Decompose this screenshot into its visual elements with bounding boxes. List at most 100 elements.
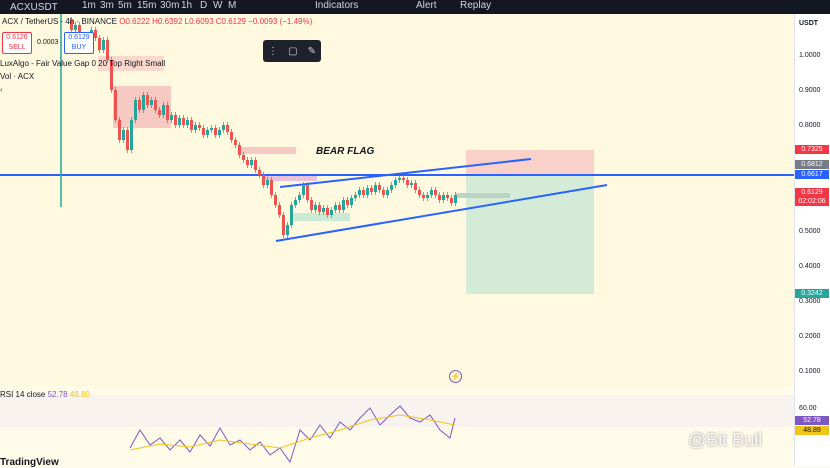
price-axis[interactable]: USDT 1.0000 0.9000 0.8000 0.5000 0.4000 … xyxy=(794,14,830,466)
candle-body xyxy=(74,25,77,30)
rsi-ma-value: 48.80 xyxy=(69,390,90,399)
sell-button[interactable]: 0.6126 SELL xyxy=(2,32,32,54)
spread-value: 0.0003 xyxy=(37,39,59,46)
volume-indicator-label[interactable]: Vol · ACX xyxy=(0,72,35,81)
collapse-legend-icon[interactable]: ‹ xyxy=(0,85,3,94)
top-toolbar: ACXUSDT xyxy=(0,0,830,14)
indicators-button[interactable]: Indicators xyxy=(315,0,359,11)
candle-body xyxy=(186,120,189,125)
candle-body xyxy=(330,210,333,215)
drag-handle-icon[interactable]: ⋮ xyxy=(268,45,279,57)
tick-0400: 0.4000 xyxy=(799,263,821,270)
candle-body xyxy=(294,200,297,205)
tick-1000: 1.0000 xyxy=(799,52,821,59)
candle-body xyxy=(162,105,165,115)
candle-body xyxy=(182,118,185,125)
candle-body xyxy=(378,185,381,190)
candle-body xyxy=(210,128,213,130)
tick-0500: 0.5000 xyxy=(799,228,821,235)
candle-body xyxy=(438,195,441,200)
candle-body xyxy=(270,180,273,195)
candle-body xyxy=(158,110,161,115)
fvg-zone-mid xyxy=(240,147,296,154)
candle-body xyxy=(198,125,201,128)
candle-body xyxy=(266,180,269,185)
candle-body xyxy=(418,190,421,195)
rsi-legend[interactable]: RSI 14 close 52.78 48.80 xyxy=(0,390,90,399)
flag-lower-trendline xyxy=(275,184,608,242)
timeframe-m[interactable]: M xyxy=(228,0,237,11)
rsi-value-label: 52.78 xyxy=(795,416,829,425)
candle-body xyxy=(70,20,73,30)
tick-0900: 0.9000 xyxy=(799,87,821,94)
candle-body xyxy=(370,188,373,192)
rsi-value: 52.78 xyxy=(47,390,68,399)
candle-body xyxy=(410,183,413,185)
rectangle-tool-icon[interactable]: ▢ xyxy=(288,45,298,57)
timeframe-d[interactable]: D xyxy=(200,0,208,11)
candle-body xyxy=(346,200,349,205)
candle-body xyxy=(414,183,417,190)
tick-0100: 0.1000 xyxy=(799,368,821,375)
candle-body xyxy=(374,185,377,192)
candle-body xyxy=(118,120,121,140)
candle-body xyxy=(334,205,337,210)
candle-body xyxy=(366,188,369,195)
timeframe-1h[interactable]: 1h xyxy=(181,0,193,11)
replay-button[interactable]: Replay xyxy=(460,0,492,11)
candle-body xyxy=(382,190,385,195)
candle-body xyxy=(194,125,197,130)
buy-price: 0.6129 xyxy=(68,34,90,41)
main-chart-pane[interactable] xyxy=(0,14,794,386)
candle-body xyxy=(398,178,401,180)
candle-body xyxy=(254,160,257,170)
symbol-search[interactable]: ACXUSDT xyxy=(10,1,58,13)
symbol-header: ACX / TetherUS · 4h · BINANCE O0.6222 H0… xyxy=(2,17,312,26)
timeframe-3m[interactable]: 3m xyxy=(100,0,114,11)
timeframe-1m[interactable]: 1m xyxy=(82,0,96,11)
candle-body xyxy=(290,205,293,225)
candle-body xyxy=(94,30,97,38)
tick-0200: 0.2000 xyxy=(799,333,821,340)
bear-flag-annotation: BEAR FLAG xyxy=(316,146,375,157)
tick-0800: 0.8000 xyxy=(799,122,821,129)
candle-body xyxy=(286,225,289,235)
fvg-zone-top xyxy=(98,56,164,71)
candle-body xyxy=(234,140,237,145)
horizontal-line-price-label: 0.6617 xyxy=(795,170,829,179)
take-profit-zone xyxy=(466,175,594,294)
candle-body xyxy=(278,205,281,215)
luxalgo-indicator-label[interactable]: LuxAlgo - Fair Value Gap 0 20 Top Right … xyxy=(0,59,166,68)
candle-body xyxy=(170,115,173,120)
lightning-icon[interactable]: ⚡ xyxy=(449,370,462,383)
candle-body xyxy=(450,198,453,203)
tradingview-logo: TradingView xyxy=(0,457,59,468)
timeframe-30m[interactable]: 30m xyxy=(160,0,180,11)
currency-label[interactable]: USDT xyxy=(799,20,819,27)
timeframe-w[interactable]: W xyxy=(213,0,223,11)
timeframe-15m[interactable]: 15m xyxy=(137,0,157,11)
rsi-title: RSI 14 close xyxy=(0,390,46,399)
candle-body xyxy=(202,128,205,135)
last-price-label: 0.6129 xyxy=(795,188,829,197)
buy-label: BUY xyxy=(71,44,87,51)
candle-body xyxy=(134,100,137,120)
candle-body xyxy=(310,200,313,210)
watermark: @Bit Bull xyxy=(688,430,763,450)
alert-button[interactable]: Alert xyxy=(416,0,437,11)
candle-body xyxy=(166,105,169,120)
candle-body xyxy=(250,160,253,165)
buy-button[interactable]: 0.6129 BUY xyxy=(64,32,94,54)
candle-body xyxy=(214,128,217,135)
timeframe-5m[interactable]: 5m xyxy=(118,0,132,11)
candle-body xyxy=(318,205,321,212)
brush-tool-icon[interactable]: ✎ xyxy=(307,45,316,57)
candle-body xyxy=(222,125,225,130)
target-top-price-label: 0.7325 xyxy=(795,145,829,154)
entry-zone xyxy=(456,193,510,198)
candle-body xyxy=(114,90,117,120)
candle-body xyxy=(362,190,365,195)
candle-body xyxy=(138,100,141,110)
flag-upper-trendline xyxy=(279,158,532,188)
